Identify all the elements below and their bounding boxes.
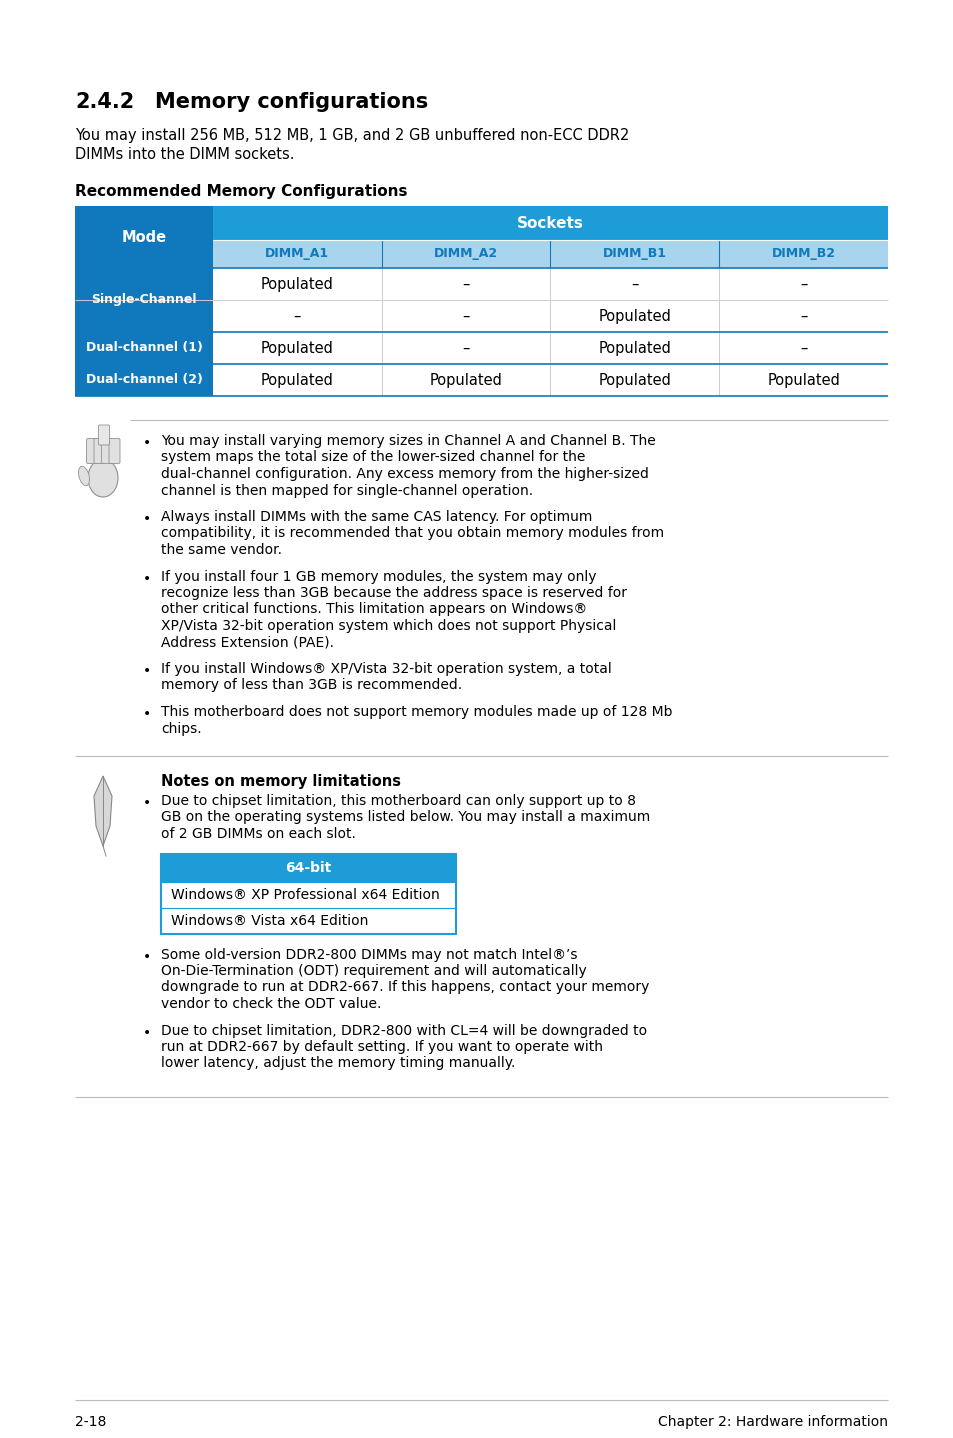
Text: Populated: Populated [598, 309, 671, 324]
Text: 2.4.2: 2.4.2 [75, 92, 134, 112]
Text: chips.: chips. [161, 722, 201, 735]
Text: other critical functions. This limitation appears on Windows®: other critical functions. This limitatio… [161, 603, 587, 617]
Text: Single-Channel: Single-Channel [91, 293, 196, 306]
FancyBboxPatch shape [98, 426, 110, 444]
Text: –: – [462, 341, 469, 355]
Text: downgrade to run at DDR2-667. If this happens, contact your memory: downgrade to run at DDR2-667. If this ha… [161, 981, 649, 995]
Text: –: – [800, 276, 806, 292]
Bar [213, 301, 887, 332]
Text: Populated: Populated [429, 372, 502, 387]
Text: On-Die-Termination (ODT) requirement and will automatically: On-Die-Termination (ODT) requirement and… [161, 963, 586, 978]
Bar [213, 267, 887, 301]
Text: You may install 256 MB, 512 MB, 1 GB, and 2 GB unbuffered non-ECC DDR2: You may install 256 MB, 512 MB, 1 GB, an… [75, 128, 629, 142]
Text: DIMM_A1: DIMM_A1 [265, 247, 329, 260]
Bar [213, 364, 887, 395]
Bar [75, 267, 213, 332]
Text: •: • [143, 1025, 152, 1040]
Text: •: • [143, 664, 152, 677]
Text: –: – [631, 276, 638, 292]
Bar [161, 907, 456, 933]
Text: Dual-channel (1): Dual-channel (1) [86, 341, 202, 355]
Text: Some old-version DDR2-800 DIMMs may not match Intel®’s: Some old-version DDR2-800 DIMMs may not … [161, 948, 577, 962]
FancyBboxPatch shape [87, 439, 97, 463]
Text: lower latency, adjust the memory timing manually.: lower latency, adjust the memory timing … [161, 1057, 515, 1070]
Text: Sockets: Sockets [517, 216, 583, 230]
Text: –: – [462, 276, 469, 292]
Bar [75, 364, 213, 395]
Text: Populated: Populated [261, 341, 334, 355]
Text: If you install four 1 GB memory modules, the system may only: If you install four 1 GB memory modules,… [161, 569, 596, 584]
Text: Populated: Populated [766, 372, 840, 387]
Text: Address Extension (PAE).: Address Extension (PAE). [161, 636, 334, 650]
Text: the same vendor.: the same vendor. [161, 544, 282, 557]
Text: This motherboard does not support memory modules made up of 128 Mb: This motherboard does not support memory… [161, 705, 672, 719]
Text: Recommended Memory Configurations: Recommended Memory Configurations [75, 184, 407, 198]
Text: Windows® Vista x64 Edition: Windows® Vista x64 Edition [171, 913, 368, 928]
Text: channel is then mapped for single-channel operation.: channel is then mapped for single-channe… [161, 483, 533, 498]
Text: Populated: Populated [598, 372, 671, 387]
Text: 64-bit: 64-bit [285, 860, 332, 874]
Bar [213, 206, 887, 240]
Text: DIMM_B2: DIMM_B2 [771, 247, 835, 260]
Text: –: – [800, 341, 806, 355]
Text: XP/Vista 32-bit operation system which does not support Physical: XP/Vista 32-bit operation system which d… [161, 618, 616, 633]
Text: run at DDR2-667 by default setting. If you want to operate with: run at DDR2-667 by default setting. If y… [161, 1040, 602, 1054]
Text: Populated: Populated [598, 341, 671, 355]
Text: Always install DIMMs with the same CAS latency. For optimum: Always install DIMMs with the same CAS l… [161, 510, 592, 523]
Text: –: – [294, 309, 301, 324]
Text: recognize less than 3GB because the address space is reserved for: recognize less than 3GB because the addr… [161, 587, 626, 600]
Text: GB on the operating systems listed below. You may install a maximum: GB on the operating systems listed below… [161, 811, 650, 824]
Text: vendor to check the ODT value.: vendor to check the ODT value. [161, 997, 381, 1011]
Text: Windows® XP Professional x64 Edition: Windows® XP Professional x64 Edition [171, 887, 439, 902]
Ellipse shape [88, 459, 118, 498]
Text: Chapter 2: Hardware information: Chapter 2: Hardware information [658, 1415, 887, 1429]
Text: Due to chipset limitation, DDR2-800 with CL=4 will be downgraded to: Due to chipset limitation, DDR2-800 with… [161, 1024, 646, 1037]
Text: –: – [462, 309, 469, 324]
Text: You may install varying memory sizes in Channel A and Channel B. The: You may install varying memory sizes in … [161, 434, 655, 449]
Text: Dual-channel (2): Dual-channel (2) [86, 374, 202, 387]
FancyBboxPatch shape [101, 439, 112, 463]
Text: •: • [143, 797, 152, 810]
Bar [161, 854, 456, 881]
Text: Populated: Populated [261, 372, 334, 387]
FancyBboxPatch shape [109, 439, 120, 463]
Text: •: • [143, 436, 152, 450]
Bar [213, 240, 887, 267]
Text: Due to chipset limitation, this motherboard can only support up to 8: Due to chipset limitation, this motherbo… [161, 794, 636, 808]
Bar [161, 881, 456, 907]
Ellipse shape [78, 466, 90, 486]
Text: Notes on memory limitations: Notes on memory limitations [161, 774, 400, 789]
Text: of 2 GB DIMMs on each slot.: of 2 GB DIMMs on each slot. [161, 827, 355, 841]
Text: dual-channel configuration. Any excess memory from the higher-sized: dual-channel configuration. Any excess m… [161, 467, 648, 480]
Text: DIMMs into the DIMM sockets.: DIMMs into the DIMM sockets. [75, 147, 294, 162]
Text: memory of less than 3GB is recommended.: memory of less than 3GB is recommended. [161, 679, 461, 693]
Polygon shape [94, 777, 112, 846]
Text: •: • [143, 949, 152, 963]
Text: DIMM_A2: DIMM_A2 [434, 247, 497, 260]
Text: system maps the total size of the lower-sized channel for the: system maps the total size of the lower-… [161, 450, 585, 464]
Bar [75, 206, 887, 395]
Text: •: • [143, 571, 152, 585]
Bar [161, 854, 456, 933]
Bar [213, 332, 887, 364]
Bar [75, 332, 213, 364]
Text: Mode: Mode [121, 230, 167, 244]
Text: 2-18: 2-18 [75, 1415, 107, 1429]
Text: DIMM_B1: DIMM_B1 [602, 247, 666, 260]
FancyBboxPatch shape [94, 439, 105, 463]
Text: •: • [143, 512, 152, 526]
Text: compatibility, it is recommended that you obtain memory modules from: compatibility, it is recommended that yo… [161, 526, 663, 541]
Text: –: – [800, 309, 806, 324]
Text: •: • [143, 707, 152, 720]
Text: If you install Windows® XP/Vista 32-bit operation system, a total: If you install Windows® XP/Vista 32-bit … [161, 661, 611, 676]
Bar [75, 206, 213, 267]
Text: Populated: Populated [261, 276, 334, 292]
Text: Memory configurations: Memory configurations [154, 92, 428, 112]
